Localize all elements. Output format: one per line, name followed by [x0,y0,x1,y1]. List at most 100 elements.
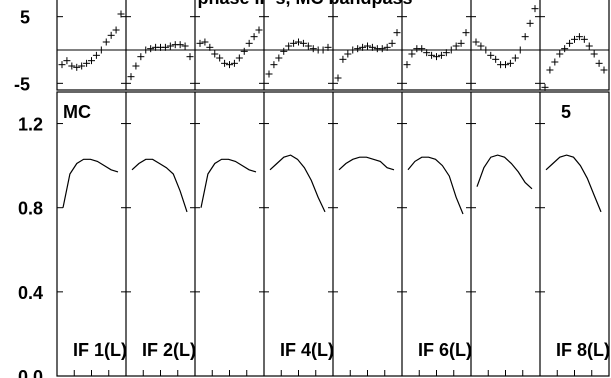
phase-point [487,51,495,59]
if-label: IF 6(L) [418,340,472,360]
phase-point [457,39,465,47]
phase-point [595,59,603,67]
if-label: IF 4(L) [280,340,334,360]
phase-point [206,43,214,51]
phase-point [575,33,583,41]
phase-point [161,43,169,51]
phase-point [388,39,396,47]
phase-point [216,54,224,62]
phase-point [531,5,539,13]
phase-point [176,41,184,49]
phase-point [127,73,135,81]
phase-point [546,66,554,74]
chart-title-fragment: phase IF s, MC bandpass [197,0,412,8]
phase-point [580,35,588,43]
phase-point [58,61,66,69]
amplitude-line [269,154,326,213]
phase-point [186,53,194,61]
phase-point [309,45,317,53]
phase-point [117,10,125,18]
phase-point [502,61,509,69]
phase-point [433,53,440,61]
phase-point [285,42,293,50]
phase-point [280,47,288,55]
phase-point [196,39,204,47]
phase-point [166,42,174,50]
phase-point [423,49,431,57]
phase-point [112,26,120,34]
phase-point [354,45,362,53]
phase-point [319,46,327,54]
phase-point [147,45,155,53]
phase-point [250,33,258,41]
phase-point [275,54,283,62]
phase-point [521,33,529,41]
phase-point [418,45,426,53]
phase-point [290,39,298,47]
phase-point [344,50,352,58]
phase-point [516,46,524,54]
phase-point [541,83,549,91]
amplitude-line [338,156,395,171]
top-y-tick-label: 5 [20,8,30,28]
if-label: IF 1(L) [73,340,127,360]
phase-point [506,59,514,67]
if-label: IF 8(L) [556,340,610,360]
phase-point [408,50,416,58]
amplitude-line [131,158,188,213]
phase-point [447,46,455,54]
phase-point [92,51,100,59]
amplitude-line [476,154,533,190]
phase-point [403,61,411,69]
phase-point [393,29,401,37]
phase-point [142,46,150,54]
amplitude-line [407,156,464,215]
title-layer: phase IF s, MC bandpass [197,0,412,8]
phase-point [442,49,450,57]
corner-label-left: MC [63,102,91,122]
phase-point [452,42,460,50]
phase-point [428,51,436,59]
phase-point [270,61,278,69]
phase-point [437,51,445,59]
phase-point [201,38,209,46]
top-y-tick-label: -5 [14,74,30,94]
phase-point [304,42,312,50]
phase-point [324,43,332,51]
bottom-y-tick-label: 0.4 [18,283,43,303]
phase-point [68,62,76,70]
amplitude-line [545,154,602,213]
phase-point [230,59,238,67]
phase-point [63,57,71,65]
phase-point [226,61,233,69]
phase-point [368,43,376,51]
phase-point [97,46,105,54]
phase-point [477,42,485,50]
phase-point [334,74,342,82]
phase-point [364,42,371,50]
phase-point [265,70,273,78]
phase-point [221,59,229,67]
phase-point [245,39,253,47]
phase-point [73,63,81,71]
phase-point [211,50,219,58]
phase-point [78,62,86,70]
phase-point [88,57,95,65]
phase-point [566,39,574,47]
phase-point [240,47,248,55]
phase-point [102,38,110,46]
phase-point [299,39,307,47]
if-label: IF 2(L) [142,340,196,360]
phase-point [359,43,367,51]
panel-frames [56,0,610,377]
phase-point [83,59,91,67]
data-marks [58,5,608,215]
phase-point [556,50,564,58]
bottom-y-tick-label: 1.2 [18,115,43,135]
phase-point [590,50,598,58]
phase-point [482,46,490,54]
bottom-y-tick-label: 0.0 [18,367,43,378]
phase-point [526,19,534,27]
phase-point [132,62,140,70]
